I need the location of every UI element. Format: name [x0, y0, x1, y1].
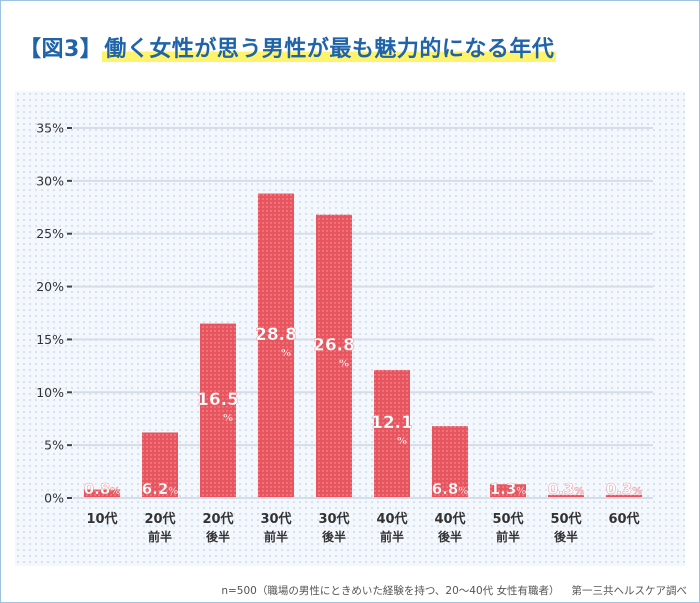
- data-label: 16.5%: [197, 390, 239, 424]
- bar-chart: 0% 5% 10% 15% 20% 25% 30% 35% 0.8% 6.2% 16.5 % 28.8%…: [36, 121, 653, 544]
- bar: [606, 494, 642, 498]
- x-tick-sublabel: 後半: [554, 529, 578, 544]
- data-label: 26.8%: [313, 335, 355, 369]
- y-tick-label: 30%: [36, 173, 64, 188]
- bar: [84, 489, 120, 498]
- x-tick-sublabel: 後半: [206, 529, 230, 544]
- title-prefix: 【図3】: [19, 37, 103, 62]
- x-tick-label: 30代: [260, 511, 291, 527]
- y-tick-label: 0%: [44, 491, 64, 506]
- data-label: 0.8%: [84, 480, 121, 498]
- bar: [258, 193, 294, 499]
- bar: [316, 214, 352, 498]
- y-tick-label: 35%: [36, 121, 64, 136]
- bar: [548, 494, 584, 498]
- bar: [200, 323, 236, 498]
- x-tick-label: 50代: [492, 511, 523, 527]
- x-tick-label: 20代: [202, 511, 233, 527]
- x-tick-sublabel: 前半: [380, 529, 404, 544]
- data-label: 0.3%: [548, 480, 585, 498]
- data-label: 6.8%: [432, 480, 469, 498]
- footnote-source: 第一三共ヘルスケア調べ: [571, 585, 688, 597]
- data-label: 6.2%: [142, 480, 179, 498]
- x-tick-sublabel: 前半: [148, 529, 172, 544]
- title-main: 働く女性が思う男性が最も魅力的になる年代: [102, 37, 557, 62]
- data-label: 28.8%: [255, 325, 297, 359]
- x-tick-sublabel: 後半: [322, 529, 346, 544]
- x-tick-sublabel: 前半: [264, 529, 288, 544]
- y-tick-label: 20%: [36, 279, 64, 294]
- x-tick-label: 30代: [318, 511, 349, 527]
- x-tick-label: 60代: [608, 511, 639, 527]
- y-tick-label: 25%: [36, 226, 64, 241]
- bar: [432, 426, 468, 498]
- data-label: 1.3%: [490, 480, 527, 498]
- bar: [374, 370, 410, 498]
- data-label: 0.3%: [606, 480, 643, 498]
- y-tick-label: 5%: [44, 438, 64, 453]
- x-tick-label: 10代: [86, 511, 117, 527]
- y-tick-label: 10%: [36, 385, 64, 400]
- bar: [490, 484, 526, 498]
- footnote-sample: n=500（職場の男性にときめいた経験を持つ、20〜40代 女性有職者）: [221, 585, 560, 597]
- x-tick-label: 40代: [376, 511, 407, 527]
- data-label: 12.1%: [371, 413, 413, 447]
- x-tick-sublabel: 前半: [496, 529, 520, 544]
- x-tick-label: 50代: [550, 511, 581, 527]
- x-tick-sublabel: 後半: [438, 529, 462, 544]
- x-tick-label: 20代: [144, 511, 175, 527]
- y-tick-label: 15%: [36, 332, 64, 347]
- bar: [142, 432, 178, 498]
- x-tick-label: 40代: [434, 511, 465, 527]
- chart-title: 【図3】働く女性が思う男性が最も魅力的になる年代: [19, 31, 557, 63]
- footnote: n=500（職場の男性にときめいた経験を持つ、20〜40代 女性有職者） 第一三共…: [209, 583, 687, 598]
